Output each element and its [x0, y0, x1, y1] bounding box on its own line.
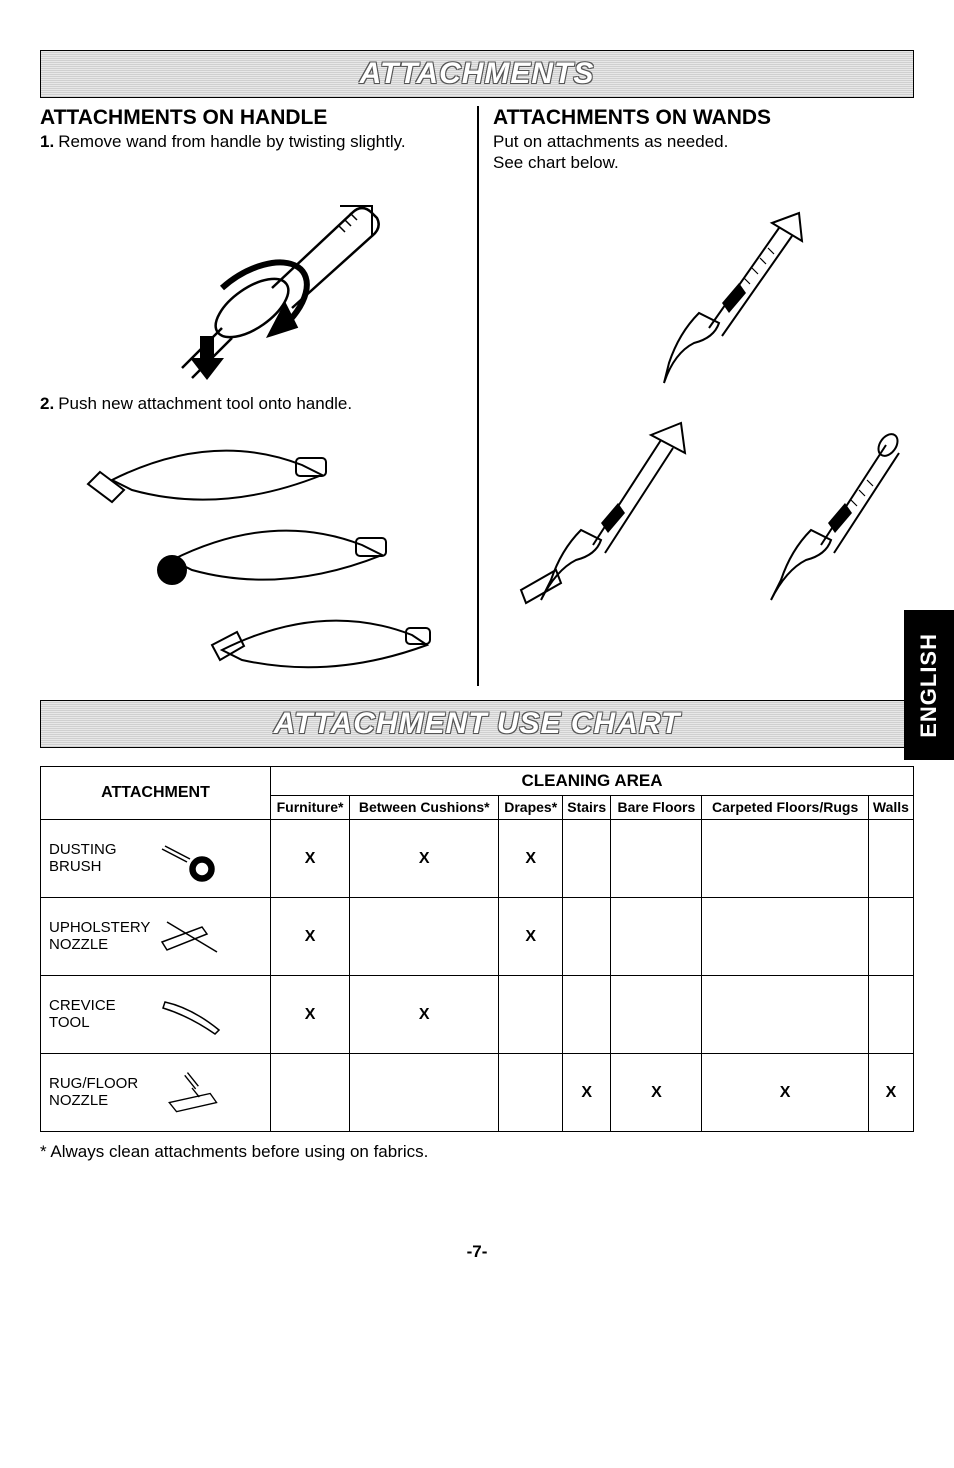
wand-hand-illustration-3	[716, 405, 906, 605]
col-stairs: Stairs	[563, 796, 611, 820]
row-upholstery-nozzle: UPHOLSTERY NOZZLE X X	[41, 898, 914, 976]
attachment-header: ATTACHMENT	[41, 767, 271, 820]
wands-line-2: See chart below.	[493, 153, 914, 173]
col-walls: Walls	[868, 796, 913, 820]
step-1-text: Remove wand from handle by twisting slig…	[58, 132, 405, 152]
attachment-use-table: ATTACHMENT CLEANING AREA Furniture* Betw…	[40, 766, 914, 1132]
table-body: DUSTING BRUSH X X X	[41, 820, 914, 1132]
step-1-num: 1.	[40, 132, 54, 152]
use-chart-banner: ATTACHMENT USE CHART	[40, 700, 914, 748]
attachments-banner: ATTACHMENTS	[40, 50, 914, 98]
right-column: ATTACHMENTS ON WANDS Put on attachments …	[477, 106, 914, 686]
cleaning-area-header: CLEANING AREA	[271, 767, 914, 796]
manual-page: ATTACHMENTS ATTACHMENTS ON HANDLE 1. Rem…	[0, 0, 954, 1302]
language-tab-text: ENGLISH	[916, 633, 942, 738]
row-dusting-brush: DUSTING BRUSH X X X	[41, 820, 914, 898]
footnote: * Always clean attachments before using …	[40, 1142, 914, 1162]
col-drapes: Drapes*	[499, 796, 563, 820]
handle-twist-illustration	[122, 158, 382, 388]
row-rug-floor-nozzle: RUG/FLOOR NOZZLE X	[41, 1054, 914, 1132]
handle-heading: ATTACHMENTS ON HANDLE	[40, 106, 463, 130]
step-2-text: Push new attachment tool onto handle.	[58, 394, 352, 414]
page-number: -7-	[40, 1242, 914, 1262]
columns-container: ATTACHMENTS ON HANDLE 1. Remove wand fro…	[40, 106, 914, 686]
rug-floor-nozzle-icon	[157, 1068, 227, 1118]
wands-line-1: Put on attachments as needed.	[493, 132, 914, 152]
col-furniture: Furniture*	[271, 796, 350, 820]
language-tab: ENGLISH	[904, 610, 954, 760]
dusting-brush-icon	[157, 834, 227, 884]
wand-hand-illustration-2	[501, 405, 691, 605]
crevice-tool-icon	[157, 990, 227, 1040]
wands-heading: ATTACHMENTS ON WANDS	[493, 106, 914, 130]
step-2: 2. Push new attachment tool onto handle.	[40, 394, 463, 414]
use-chart-banner-text: ATTACHMENT USE CHART	[274, 707, 681, 740]
row-crevice-tool: CREVICE TOOL X X	[41, 976, 914, 1054]
col-carpeted: Carpeted Floors/Rugs	[702, 796, 868, 820]
handle-tools-illustration	[72, 420, 432, 680]
upholstery-nozzle-icon	[157, 912, 227, 962]
attachments-banner-text: ATTACHMENTS	[360, 57, 595, 90]
step-1: 1. Remove wand from handle by twisting s…	[40, 132, 463, 152]
wand-hand-row	[493, 399, 914, 611]
left-column: ATTACHMENTS ON HANDLE 1. Remove wand fro…	[40, 106, 477, 686]
col-bare-floors: Bare Floors	[611, 796, 702, 820]
col-between-cushions: Between Cushions*	[350, 796, 499, 820]
step-2-num: 2.	[40, 394, 54, 414]
wand-hand-illustration-1	[604, 193, 804, 393]
